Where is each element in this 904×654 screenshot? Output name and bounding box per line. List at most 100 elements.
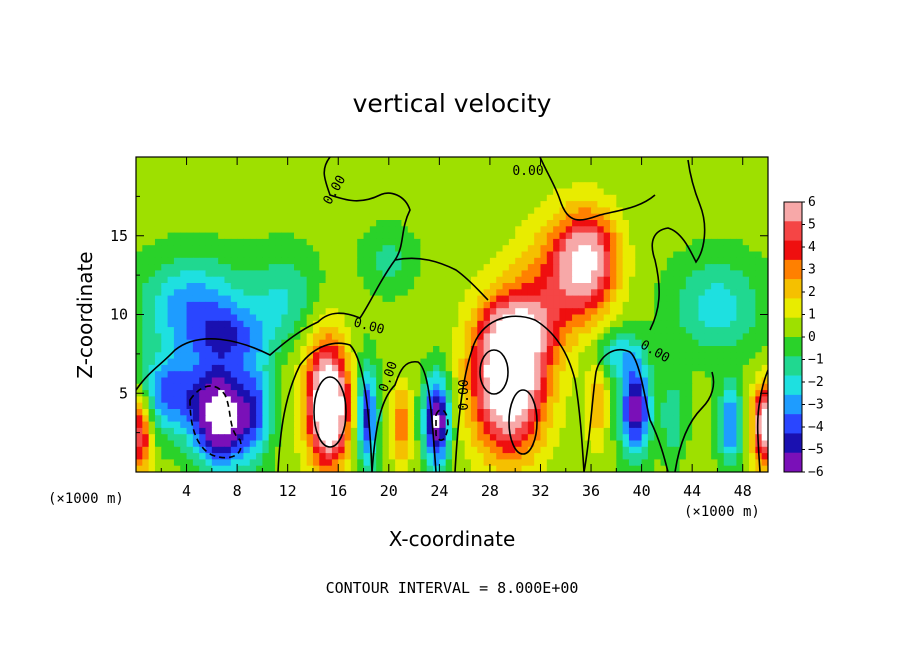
field-cell xyxy=(502,409,510,416)
field-cell xyxy=(452,157,459,164)
field-cell xyxy=(628,314,636,322)
field-cell xyxy=(388,364,396,372)
field-cell xyxy=(736,346,744,353)
field-cell xyxy=(433,245,440,253)
field-cell xyxy=(622,440,630,448)
field-cell xyxy=(660,220,668,227)
field-cell xyxy=(685,175,693,183)
field-cell xyxy=(654,157,662,164)
field-cell xyxy=(452,333,459,341)
field-cell xyxy=(502,232,510,240)
field-cell xyxy=(180,352,188,360)
field-cell xyxy=(452,327,459,334)
field-cell xyxy=(376,276,384,284)
field-cell xyxy=(496,295,504,303)
field-cell xyxy=(312,434,320,442)
field-cell xyxy=(692,383,700,391)
field-cell xyxy=(350,163,358,171)
field-cell xyxy=(559,182,567,190)
field-cell xyxy=(603,364,611,372)
field-cell xyxy=(401,377,409,385)
field-cell xyxy=(534,377,542,385)
field-cell xyxy=(344,427,352,435)
field-cell xyxy=(173,220,181,227)
field-cell xyxy=(717,453,725,460)
field-cell xyxy=(489,427,497,435)
field-cell xyxy=(679,453,687,460)
field-cell xyxy=(180,320,188,328)
field-cell xyxy=(249,383,257,391)
field-cell xyxy=(142,175,150,183)
field-cell xyxy=(749,175,756,183)
field-cell xyxy=(331,327,339,334)
field-cell xyxy=(616,377,624,385)
field-cell xyxy=(742,427,750,435)
field-cell xyxy=(306,327,314,334)
field-cell xyxy=(673,182,681,190)
field-cell xyxy=(237,245,245,253)
field-cell xyxy=(654,440,662,448)
field-cell xyxy=(572,188,579,196)
field-cell xyxy=(603,264,611,271)
field-cell xyxy=(401,465,409,472)
field-cell xyxy=(730,446,737,454)
field-cell xyxy=(192,188,200,196)
field-cell xyxy=(211,308,219,316)
field-cell xyxy=(635,220,643,227)
field-cell xyxy=(243,446,251,454)
field-cell xyxy=(635,377,643,385)
field-cell xyxy=(420,339,428,347)
field-cell xyxy=(521,295,529,303)
field-cell xyxy=(382,453,390,460)
field-cell xyxy=(211,377,219,385)
field-cell xyxy=(483,232,491,240)
field-cell xyxy=(262,427,270,435)
field-cell xyxy=(420,390,428,397)
field-cell xyxy=(666,371,674,379)
field-cell xyxy=(736,182,744,190)
field-cell xyxy=(136,409,143,416)
field-cell xyxy=(154,169,162,177)
field-cell xyxy=(350,453,358,460)
field-cell xyxy=(268,188,276,196)
field-cell xyxy=(742,402,750,410)
field-cell xyxy=(306,390,314,397)
field-cell xyxy=(502,314,510,322)
field-cell xyxy=(357,427,365,435)
field-cell xyxy=(211,421,219,429)
field-cell xyxy=(692,440,700,448)
field-cell xyxy=(654,453,662,460)
field-cell xyxy=(755,182,763,190)
field-cell xyxy=(331,270,339,278)
field-cell xyxy=(635,207,643,215)
field-cell xyxy=(452,352,459,360)
field-cell xyxy=(527,251,535,259)
field-cell xyxy=(591,308,598,316)
field-cell xyxy=(306,314,314,322)
field-cell xyxy=(224,157,232,164)
field-cell xyxy=(641,194,649,202)
chart-title: vertical velocity xyxy=(353,89,552,118)
field-cell xyxy=(376,409,384,416)
field-cell xyxy=(736,320,744,328)
field-cell xyxy=(256,257,263,265)
field-cell xyxy=(426,446,434,454)
field-cell xyxy=(749,308,756,316)
field-cell xyxy=(414,320,421,328)
field-cell xyxy=(742,301,750,309)
field-cell xyxy=(363,270,371,278)
field-cell xyxy=(199,157,207,164)
field-cell xyxy=(433,283,440,290)
field-cell xyxy=(154,220,162,227)
field-cell xyxy=(508,364,516,372)
field-cell xyxy=(363,377,371,385)
field-cell xyxy=(281,434,289,442)
field-cell xyxy=(597,295,605,303)
field-cell xyxy=(730,245,737,253)
field-cell xyxy=(641,320,649,328)
field-cell xyxy=(161,390,169,397)
field-cell xyxy=(704,188,712,196)
field-cell xyxy=(344,459,352,467)
field-cell xyxy=(755,264,763,271)
field-cell xyxy=(136,453,143,460)
